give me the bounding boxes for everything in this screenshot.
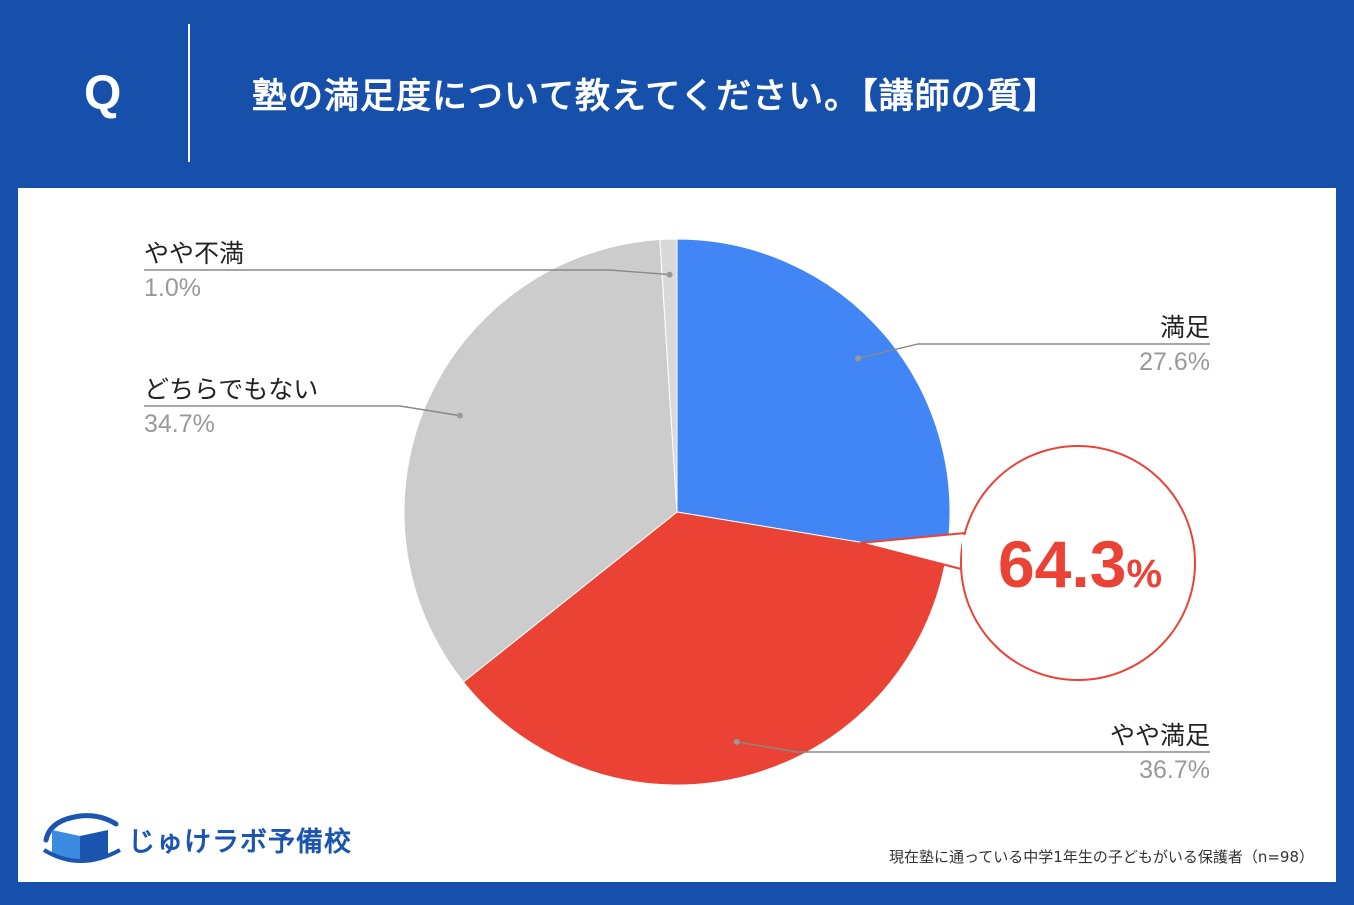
leader-line-3 [144,405,461,417]
slice-label-2: やや満足 [1110,721,1210,750]
slice-labels: 満足 27.6% やや満足 36.7% どちらでもない 34.7% やや不満 1.0% [144,239,1210,784]
leader-dot-2 [733,738,740,745]
book-icon [42,813,121,863]
leader-dot-3 [456,412,463,419]
footnote: 現在塾に通っている中学1年生の子どもがいる保護者（n=98） [889,848,1314,866]
pie-slices [403,238,951,786]
leader-line-4 [144,269,670,276]
leader-dot-1 [855,355,862,362]
slice-value-2: 36.7% [1139,756,1210,784]
logo-text: じゅけラボ予備校 [128,827,352,858]
callout-bubble: 64.3% [859,445,1196,681]
callout-value: 64.3% [998,527,1162,601]
slice-label-4: やや不満 [144,239,244,268]
slice-value-4: 1.0% [144,274,201,302]
callout-joint [962,535,976,569]
leader-dot-4 [666,271,673,278]
logo: じゅけラボ予備校 [40,810,360,870]
header: Q 塾の満足度について教えてください。【講師の質】 [0,0,1354,188]
question-title: 塾の満足度について教えてください。【講師の質】 [252,77,1059,117]
pie-slice-1 [676,238,951,557]
leader-line-2 [736,741,1210,753]
pie-slice-2 [462,511,947,786]
question-marker: Q [84,67,122,120]
leader-line-1 [857,343,1210,359]
pie-slice-3 [403,239,678,683]
pie-slice-4 [659,238,678,513]
slice-label-3: どちらでもない [144,375,318,404]
slice-value-1: 27.6% [1139,348,1210,376]
slice-value-3: 34.7% [144,410,215,438]
leader-lines [144,269,1210,753]
callout-circle [960,445,1196,681]
header-divider [188,24,190,162]
slice-label-1: 満足 [1160,313,1210,342]
